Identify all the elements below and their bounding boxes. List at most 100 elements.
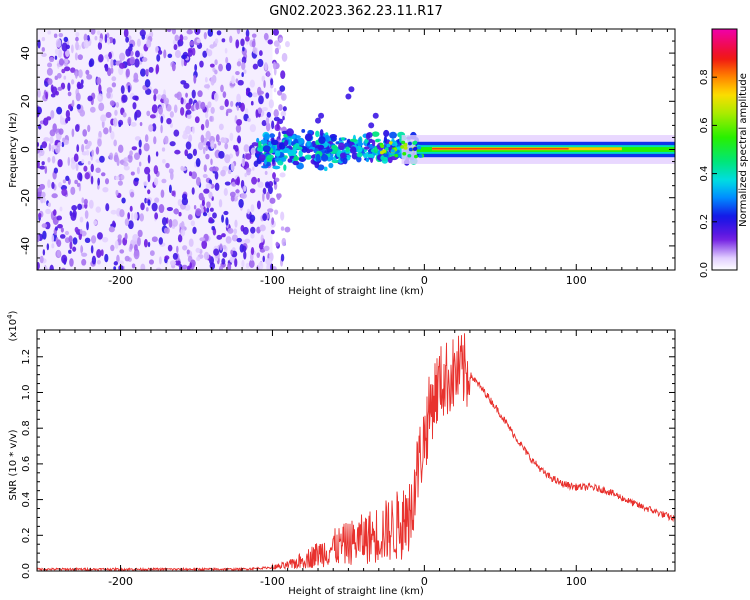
spectrogram-noise-blob	[256, 200, 261, 210]
spectrogram-noise-blob	[79, 228, 83, 235]
spectrogram-noise-blob	[247, 91, 253, 98]
spectrogram-noise-blob	[153, 93, 157, 102]
transition-blob	[391, 142, 396, 147]
spectrogram-noise-blob	[86, 221, 89, 231]
spectrogram-noise-blob	[37, 233, 40, 243]
spectrogram-noise-blob	[170, 171, 174, 181]
spectrogram-noise-blob	[118, 260, 125, 265]
spectrogram-ridge-blob	[371, 139, 376, 147]
spectrogram-noise-blob	[80, 244, 83, 254]
spectrogram-noise-blob	[251, 40, 256, 48]
spectrogram-noise-blob	[117, 180, 123, 186]
spectrogram-noise-blob	[41, 141, 48, 149]
spectrogram-noise-blob	[51, 181, 55, 190]
spectrogram-noise-blob	[278, 104, 283, 111]
spectrogram-noise-blob	[209, 63, 215, 68]
spectrogram-noise-blob	[251, 176, 258, 185]
spectrogram-noise-blob	[75, 162, 79, 172]
spectrogram-noise-blob	[222, 91, 227, 99]
spectrogram-noise-blob	[108, 51, 112, 60]
spectrogram-noise-blob	[109, 152, 114, 161]
spectrogram-ridge-blob	[321, 154, 329, 162]
spectrogram-ridge-blob	[383, 153, 389, 158]
spectrogram-noise-blob	[174, 34, 180, 42]
spectrogram-noise-blob	[272, 266, 277, 270]
colorbar-tick-label: 0.2	[699, 214, 710, 230]
spectrogram-ridge-blob	[258, 140, 262, 149]
spectrogram-noise-blob	[61, 68, 66, 74]
spectrogram-noise-blob	[214, 182, 220, 191]
spectrogram-noise-blob	[83, 39, 90, 49]
spectrogram-noise-blob	[169, 111, 175, 118]
spectrogram-y-axis-label: Frequency (Hz)	[8, 112, 19, 188]
spectrogram-noise-blob	[81, 144, 85, 153]
spectrogram-noise-blob	[271, 217, 275, 225]
spectrogram-noise-blob	[136, 38, 141, 47]
spectrogram-noise-blob	[205, 119, 210, 129]
spectrogram-noise-blob	[163, 97, 170, 105]
spectrogram-noise-blob	[245, 29, 250, 38]
spectrogram-noise-blob	[133, 250, 140, 260]
spectrogram-noise-blob	[206, 201, 211, 209]
spectrogram-noise-blob	[276, 120, 280, 130]
spectrogram-ridge-blob	[286, 128, 294, 137]
spectrogram-noise-blob	[164, 255, 170, 260]
spectrogram-noise-blob	[235, 78, 239, 83]
spectrogram-ridge-blob	[280, 156, 287, 162]
spectrogram-noise-blob	[214, 171, 219, 180]
spectrogram-noise-blob	[147, 199, 151, 206]
spectrogram-noise-blob	[108, 226, 115, 233]
spectrogram-noise-blob	[203, 188, 210, 194]
spectrogram-noise-blob	[129, 43, 133, 48]
spectrogram-noise-blob	[130, 171, 135, 176]
spectrogram-noise-blob	[117, 234, 122, 240]
spectrogram-noise-blob	[58, 32, 64, 38]
spectrogram-noise-blob	[222, 251, 228, 258]
spectrogram-noise-blob	[200, 207, 205, 214]
spectrogram-noise-blob	[187, 214, 193, 221]
spectrogram-ridge-blob	[349, 138, 358, 142]
spectrogram-noise-blob	[60, 114, 63, 122]
spectrogram-noise-blob	[202, 146, 206, 155]
spectrogram-ridge-blob	[266, 154, 274, 159]
spectrogram-noise-blob	[284, 226, 291, 233]
spectrogram-noise-blob	[113, 139, 117, 147]
spectrogram-noise-blob	[208, 216, 214, 223]
spectrogram-noise-blob	[98, 54, 104, 63]
spectrogram-noise-blob	[62, 137, 66, 143]
spectrogram-streak-blob	[345, 93, 352, 100]
spectrogram-ridge-blob	[330, 156, 334, 161]
spectrogram-noise-blob	[103, 127, 109, 135]
spectrogram-noise-blob	[273, 109, 279, 118]
spectrogram-noise-blob	[210, 140, 215, 150]
spectrogram-noise-blob	[165, 162, 170, 169]
spectrogram-y-tick-label: -40	[19, 237, 32, 255]
transition-blob	[380, 144, 385, 148]
spectrogram-noise-blob	[200, 123, 205, 131]
spectrogram-noise-blob	[75, 92, 81, 102]
spectrogram-noise-blob	[90, 235, 97, 244]
spectrogram-ridge-blob	[328, 162, 334, 169]
spectrogram-noise-blob	[153, 88, 159, 95]
spectrogram-noise-blob	[245, 153, 252, 160]
spectrogram-noise-blob	[114, 240, 119, 249]
spectrogram-noise-blob	[203, 251, 210, 261]
transition-blob	[386, 143, 391, 148]
spectrogram-noise-blob	[124, 255, 130, 262]
spectrogram-noise-blob	[204, 76, 208, 83]
spectrogram-y-tick-label: 20	[19, 94, 32, 108]
spectrogram-noise-blob	[110, 130, 115, 140]
spectrogram-noise-blob	[72, 246, 77, 252]
spectrogram-noise-blob	[265, 182, 271, 189]
spectrogram-noise-blob	[90, 29, 96, 35]
spectrogram-noise-blob	[61, 267, 66, 270]
spectrogram-noise-blob	[77, 54, 83, 61]
spectrogram-noise-blob	[151, 236, 158, 243]
spectrogram-y-tick-label: 40	[19, 46, 32, 60]
spectrogram-noise-blob	[83, 33, 88, 42]
spectrogram-noise-blob	[281, 237, 287, 247]
spectrogram-noise-blob	[230, 100, 234, 107]
spectrogram-noise-blob	[50, 109, 55, 119]
spectrogram-ridge-blob	[277, 160, 284, 166]
